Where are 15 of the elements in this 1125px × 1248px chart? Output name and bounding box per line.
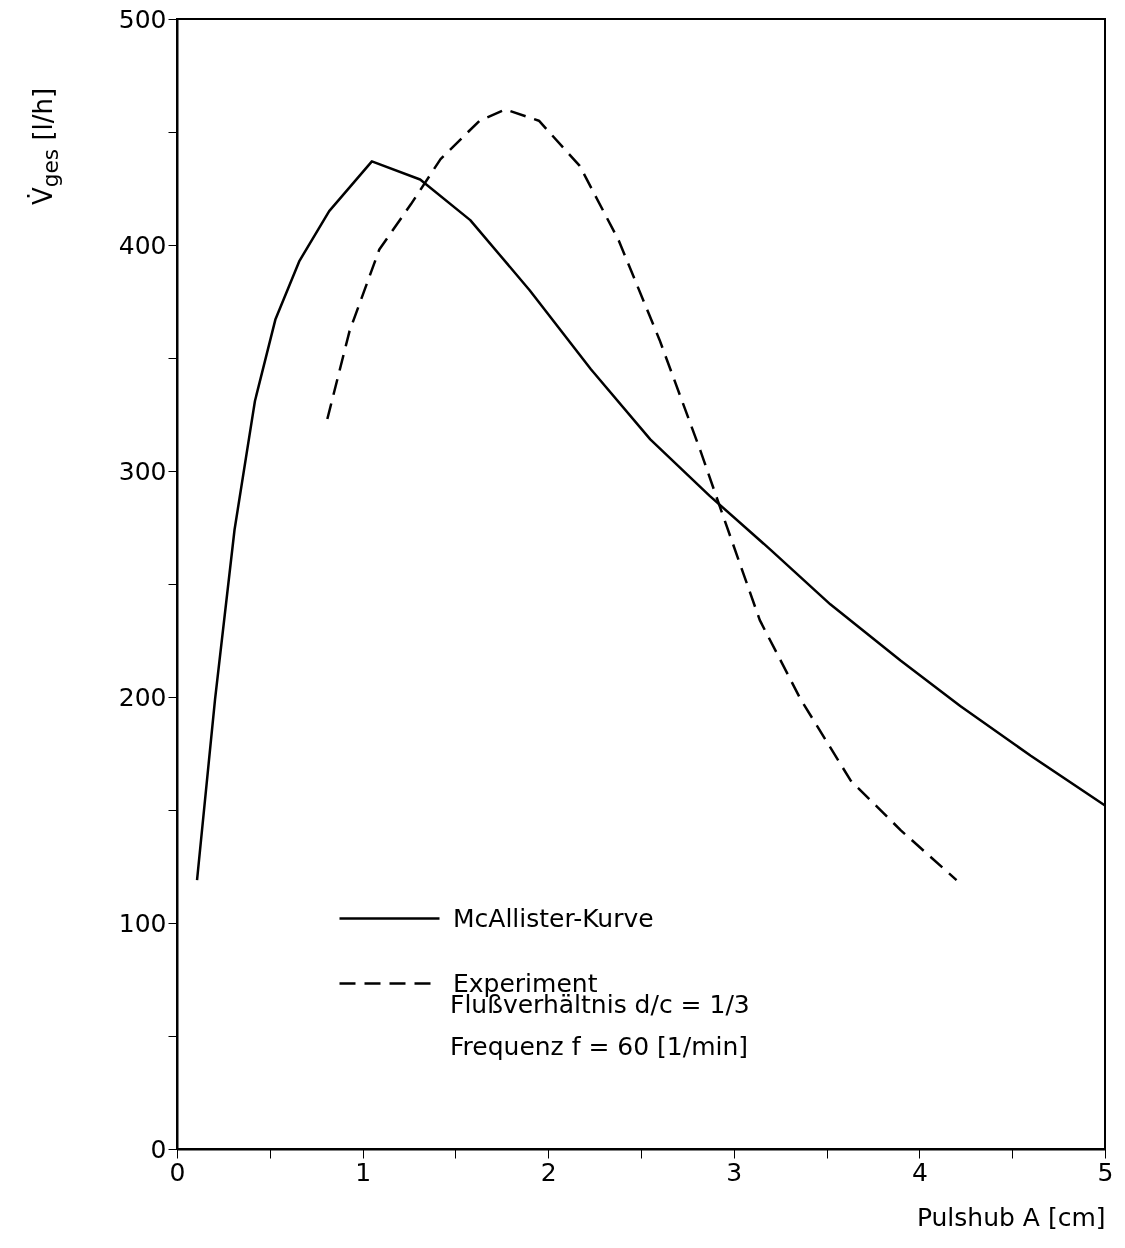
x-tick-label: 4	[911, 1157, 928, 1187]
x-axis-title: Pulshub A [cm]	[916, 1202, 1106, 1232]
y-tick-label: 500	[118, 4, 167, 34]
annotation: Frequenz f = 60 [1/min]	[450, 1032, 749, 1061]
x-tick-label: 3	[726, 1157, 743, 1187]
y-tick-label: 200	[118, 682, 167, 712]
legend-label: McAllister-Kurve	[453, 903, 654, 933]
y-tick-label: 0	[150, 1134, 167, 1164]
x-tick-label: 5	[1097, 1157, 1114, 1187]
x-tick-label: 1	[355, 1157, 372, 1187]
x-tick-label: 2	[540, 1157, 557, 1187]
x-tick-label: 0	[169, 1157, 186, 1187]
y-tick-label: 300	[118, 456, 167, 486]
y-tick-label: 400	[118, 230, 167, 260]
y-tick-label: 100	[118, 908, 167, 938]
